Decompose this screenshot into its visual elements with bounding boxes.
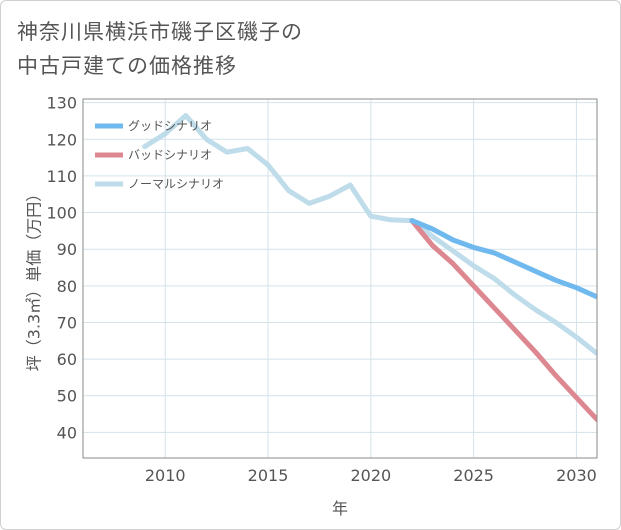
y-tick-label: 40 [57, 423, 77, 442]
series-line-normal [142, 113, 597, 357]
chart-title-line-1: 神奈川県横浜市磯子区磯子の [17, 20, 303, 44]
series-line-bad [409, 218, 597, 422]
x-tick-label: 2025 [453, 466, 494, 485]
legend-label-normal: ノーマルシナリオ [128, 177, 224, 191]
y-tick-label: 90 [57, 240, 77, 259]
tick-labels: 40 50 60 70 80 90 100 110 120 130 2010 2015 2020 2025… [46, 94, 596, 485]
y-tick-label: 130 [46, 94, 77, 113]
x-axis-title: 年 [332, 499, 348, 518]
y-axis-title: 坪（3.3㎡）単価（万円） [25, 186, 44, 371]
series-lines [142, 113, 597, 422]
legend-label-bad: バッドシナリオ [128, 148, 212, 162]
y-tick-label: 120 [46, 130, 77, 149]
plot-frame [82, 98, 598, 459]
y-tick-label: 50 [57, 387, 77, 406]
y-tick-label: 70 [57, 313, 77, 332]
y-tick-label: 60 [57, 350, 77, 369]
chart-title-line-2: 中古戸建ての価格推移 [17, 54, 237, 78]
grid [83, 99, 597, 458]
chart-title: 神奈川県横浜市磯子区磯子の 中古戸建ての価格推移 [17, 15, 437, 83]
legend: グッドシナリオ バッドシナリオ ノーマルシナリオ [95, 119, 224, 191]
x-tick-label: 2020 [350, 466, 391, 485]
y-tick-label: 110 [46, 167, 77, 186]
series-line-good [409, 218, 597, 300]
x-tick-label: 2030 [556, 466, 597, 485]
x-tick-label: 2010 [145, 466, 186, 485]
x-tick-label: 2015 [248, 466, 289, 485]
legend-label-good: グッドシナリオ [128, 119, 212, 133]
y-tick-label: 80 [57, 277, 77, 296]
y-tick-label: 100 [46, 204, 77, 223]
